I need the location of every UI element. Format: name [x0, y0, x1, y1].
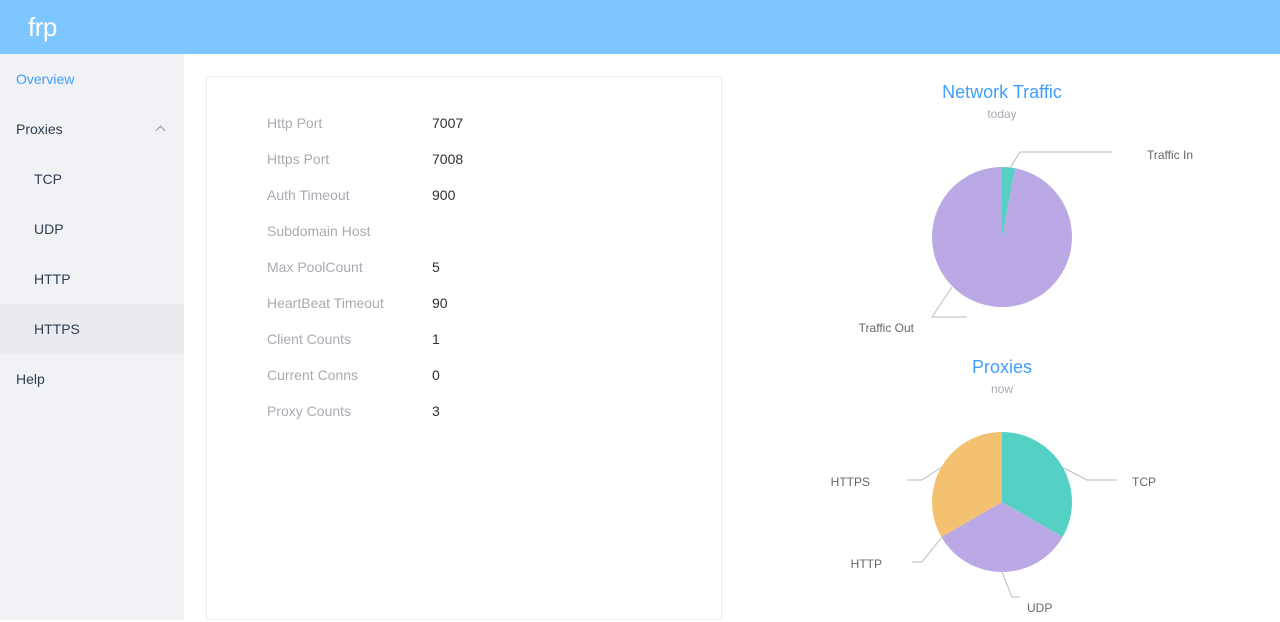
sidebar-proxies-group[interactable]: Proxies	[0, 104, 184, 154]
stat-value: 900	[432, 187, 455, 203]
stat-value: 0	[432, 367, 440, 383]
stats-panel: Http Port7007Https Port7008Auth Timeout9…	[206, 76, 722, 620]
sidebar-proxy-udp[interactable]: UDP	[0, 204, 184, 254]
chart-title: Proxies	[972, 357, 1032, 378]
stat-row: Current Conns0	[267, 357, 697, 393]
stat-row: Http Port7007	[267, 105, 697, 141]
stat-label: Max PoolCount	[267, 259, 432, 275]
sidebar-proxy-label: TCP	[34, 171, 62, 187]
sidebar-proxy-label: HTTP	[34, 271, 71, 287]
stat-row: Auth Timeout900	[267, 177, 697, 213]
network-traffic-chart: Network Traffic today Traffic In Traffic …	[752, 76, 1252, 347]
chart-title: Network Traffic	[942, 82, 1062, 103]
pie-label: Traffic In	[1147, 148, 1193, 162]
pie-label: UDP	[1027, 601, 1052, 615]
chart-subtitle: now	[991, 382, 1013, 396]
stat-label: Subdomain Host	[267, 223, 432, 239]
stat-value: 3	[432, 403, 440, 419]
stat-label: HeartBeat Timeout	[267, 295, 432, 311]
stat-label: Auth Timeout	[267, 187, 432, 203]
chevron-up-icon	[156, 126, 166, 136]
chart-subtitle: today	[987, 107, 1016, 121]
stat-row: Client Counts1	[267, 321, 697, 357]
stat-label: Client Counts	[267, 331, 432, 347]
stat-value: 90	[432, 295, 448, 311]
stat-value: 7007	[432, 115, 463, 131]
stat-label: Current Conns	[267, 367, 432, 383]
sidebar-overview[interactable]: Overview	[0, 54, 184, 104]
pie-label: HTTPS	[831, 475, 870, 489]
sidebar-help-label: Help	[16, 371, 45, 387]
sidebar-overview-label: Overview	[16, 71, 74, 87]
stat-value: 5	[432, 259, 440, 275]
stat-label: Proxy Counts	[267, 403, 432, 419]
stat-value: 1	[432, 331, 440, 347]
stat-label: Https Port	[267, 151, 432, 167]
stat-row: Https Port7008	[267, 141, 697, 177]
sidebar-proxy-label: HTTPS	[34, 321, 80, 337]
sidebar-proxy-https[interactable]: HTTPS	[0, 304, 184, 354]
logo: frp	[28, 12, 57, 43]
pie-slice-traffic-out[interactable]	[932, 167, 1072, 307]
sidebar: Overview Proxies TCP UDP HTTP HTTPS Help	[0, 54, 184, 620]
stat-row: Max PoolCount5	[267, 249, 697, 285]
stat-label: Http Port	[267, 115, 432, 131]
sidebar-proxy-tcp[interactable]: TCP	[0, 154, 184, 204]
stat-row: Subdomain Host	[267, 213, 697, 249]
header: frp	[0, 0, 1280, 54]
pie-label: Traffic Out	[859, 321, 915, 335]
sidebar-proxy-label: UDP	[34, 221, 64, 237]
stat-row: HeartBeat Timeout90	[267, 285, 697, 321]
pie-label: TCP	[1132, 475, 1156, 489]
sidebar-proxies-label: Proxies	[16, 121, 63, 137]
sidebar-proxy-http[interactable]: HTTP	[0, 254, 184, 304]
pie-label: HTTP	[851, 557, 882, 571]
stat-value: 7008	[432, 151, 463, 167]
sidebar-help[interactable]: Help	[0, 354, 184, 404]
stat-row: Proxy Counts3	[267, 393, 697, 429]
proxies-chart: Proxies now TCP UDP HTTP HTTPS	[752, 351, 1252, 622]
